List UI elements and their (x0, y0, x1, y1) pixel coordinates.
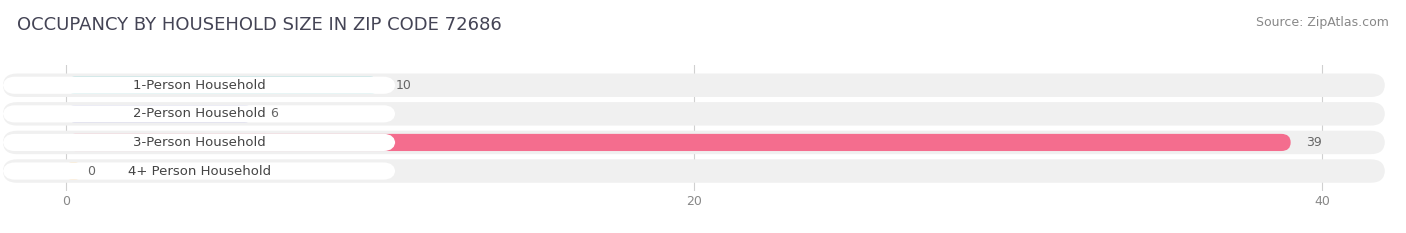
FancyBboxPatch shape (3, 74, 1385, 97)
Text: 6: 6 (270, 107, 277, 120)
FancyBboxPatch shape (66, 134, 1291, 151)
Text: 10: 10 (395, 79, 412, 92)
FancyBboxPatch shape (66, 77, 380, 94)
FancyBboxPatch shape (3, 105, 395, 122)
FancyBboxPatch shape (3, 102, 1385, 126)
Text: 1-Person Household: 1-Person Household (132, 79, 266, 92)
Text: Source: ZipAtlas.com: Source: ZipAtlas.com (1256, 16, 1389, 29)
Text: 2-Person Household: 2-Person Household (132, 107, 266, 120)
Text: 39: 39 (1306, 136, 1322, 149)
Text: 4+ Person Household: 4+ Person Household (128, 164, 271, 178)
FancyBboxPatch shape (3, 159, 1385, 183)
Text: 3-Person Household: 3-Person Household (132, 136, 266, 149)
FancyBboxPatch shape (3, 131, 1385, 154)
FancyBboxPatch shape (66, 105, 254, 122)
FancyBboxPatch shape (3, 77, 395, 94)
FancyBboxPatch shape (66, 162, 82, 180)
Text: 0: 0 (87, 164, 96, 178)
Text: OCCUPANCY BY HOUSEHOLD SIZE IN ZIP CODE 72686: OCCUPANCY BY HOUSEHOLD SIZE IN ZIP CODE … (17, 16, 502, 34)
FancyBboxPatch shape (3, 162, 395, 180)
FancyBboxPatch shape (3, 134, 395, 151)
